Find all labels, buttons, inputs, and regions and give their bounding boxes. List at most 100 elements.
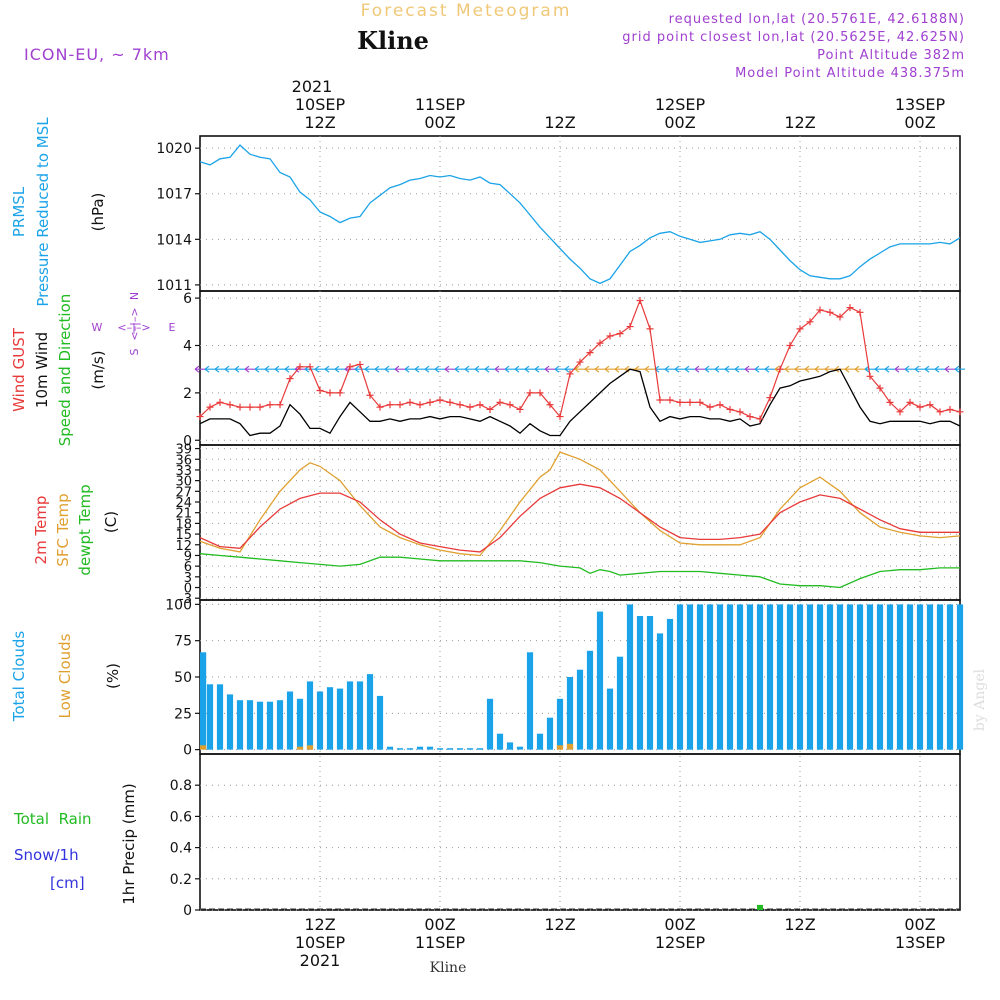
wind-gust-markers [196, 296, 964, 423]
total-cloud-bar-31 [506, 742, 514, 750]
top-year-label: 2021 [292, 77, 333, 96]
pressure-unit-label: (hPa) [89, 193, 107, 232]
wind-arrow-48 [674, 365, 685, 373]
precip-unit-label: 1hr Precip (mm) [120, 783, 138, 904]
gust-point-64 [836, 313, 844, 321]
gust-point-20 [396, 401, 404, 409]
total-cloud-bar-56 [756, 604, 764, 750]
total-cloud-bar-39 [586, 650, 594, 750]
gust-point-50 [696, 398, 704, 406]
total-cloud-bar-3 [226, 694, 234, 750]
wind-arrow-17 [364, 365, 375, 373]
pressure-ytick-label-3: 1020 [156, 141, 192, 157]
total-cloud-bar-72 [916, 604, 924, 750]
wind-arrow-62 [814, 365, 825, 373]
gust-point-58 [776, 365, 784, 373]
total-cloud-bar-32 [516, 746, 524, 750]
total-cloud-bar-8 [276, 700, 284, 750]
total-cloud-bar-74 [936, 604, 944, 750]
gust-point-31 [506, 401, 514, 409]
wind-arrow-31 [504, 365, 515, 373]
bottom-caption: Kline [430, 960, 467, 976]
pressure-ytick-label-2: 1017 [156, 187, 192, 203]
total-cloud-bar-34 [536, 733, 544, 750]
gust-point-18 [376, 403, 384, 411]
gust-point-41 [606, 332, 614, 340]
wind-arrow-27 [464, 365, 475, 373]
gust-point-57 [766, 394, 774, 402]
wind-ytick-label-0: 0 [183, 433, 192, 449]
wind-unit-label: (m/s) [89, 350, 107, 389]
clouds-ytick-label-1: 25 [174, 706, 192, 722]
total-cloud-bar-54 [736, 604, 744, 750]
total-cloud-bar-69 [886, 604, 894, 750]
precip-label-rain: Total Rain [13, 810, 92, 828]
gust-point-55 [746, 413, 754, 421]
gust-point-46 [656, 396, 664, 404]
total-cloud-bar-68 [876, 604, 884, 750]
gust-point-68 [876, 384, 884, 392]
total-cloud-bar-76 [956, 604, 964, 750]
wind-arrow-8 [274, 365, 285, 373]
wind-arrow-9 [284, 365, 295, 373]
gust-point-53 [726, 405, 734, 413]
wind-arrow-56 [754, 365, 765, 373]
precip-ytick-label-1: 0.2 [170, 872, 192, 888]
total-cloud-bar-66 [856, 604, 864, 750]
temp-ytick-label-5: 12 [175, 539, 192, 554]
gust-point-32 [516, 405, 524, 413]
rain-bar-0 [757, 904, 763, 910]
total-cloud-bar-57 [766, 604, 774, 750]
wind-arrow-72 [914, 365, 925, 373]
wind-arrow-59 [784, 365, 795, 373]
wind-arrow-53 [724, 365, 735, 373]
total-cloud-bar-24 [436, 748, 444, 750]
total-cloud-bar-18 [376, 695, 384, 750]
total-cloud-bar-44 [636, 616, 644, 750]
gust-point-59 [786, 341, 794, 349]
low-cloud-bar-36 [556, 745, 564, 750]
pressure-panel: 1011 1014 1017 1020 PRMSL Pressure Reduced … [10, 117, 961, 307]
compass-we-arrows: <–|–> [117, 321, 150, 334]
temp-ytick-label-10: 27 [175, 485, 192, 500]
wind-arrow-51 [704, 365, 715, 373]
cloud-label-total: Total Clouds [10, 631, 28, 723]
pressure-series-line [199, 144, 961, 285]
wind-arrow-7 [264, 365, 275, 373]
total-cloud-bar-29 [486, 698, 494, 750]
model-label: ICON-EU, ~ 7km [24, 45, 170, 64]
gust-point-8 [276, 401, 284, 409]
clouds-panel: 0 25 50 75 100 Total Clouds Low Clouds (%) [10, 597, 964, 759]
wind-arrow-20 [394, 365, 405, 373]
total-cloud-bar-75 [946, 604, 954, 750]
total-cloud-bar-28 [476, 748, 484, 750]
gust-point-26 [456, 401, 464, 409]
total-cloud-bar-46 [656, 633, 664, 750]
gust-point-60 [796, 325, 804, 333]
wind-arrow-24 [434, 365, 445, 373]
gust-point-27 [466, 403, 474, 411]
compass-rose: W E N S <–|–> <–|–> [92, 292, 176, 356]
gust-point-24 [436, 396, 444, 404]
wind-arrow-70 [894, 365, 905, 373]
precip-ytick-label-3: 0.6 [170, 809, 192, 825]
wind-arrow-67 [864, 365, 875, 373]
gust-point-7 [266, 401, 274, 409]
wind-arrow-40 [594, 365, 605, 373]
total-cloud-bar-26 [456, 748, 464, 750]
wind-arrow-30 [494, 365, 505, 373]
gust-point-76 [956, 408, 964, 416]
gust-point-49 [686, 398, 694, 406]
total-cloud-bar-22 [416, 746, 424, 750]
gust-point-4 [236, 403, 244, 411]
wind-arrow-49 [684, 365, 695, 373]
gust-point-65 [846, 304, 854, 312]
top-hour-label-2: 12Z [544, 113, 575, 132]
gust-point-66 [856, 308, 864, 316]
wind-speed-line [199, 368, 961, 437]
low-cloud-bar-10 [296, 746, 304, 750]
gust-point-72 [916, 403, 924, 411]
wind-arrow-6 [254, 365, 265, 373]
